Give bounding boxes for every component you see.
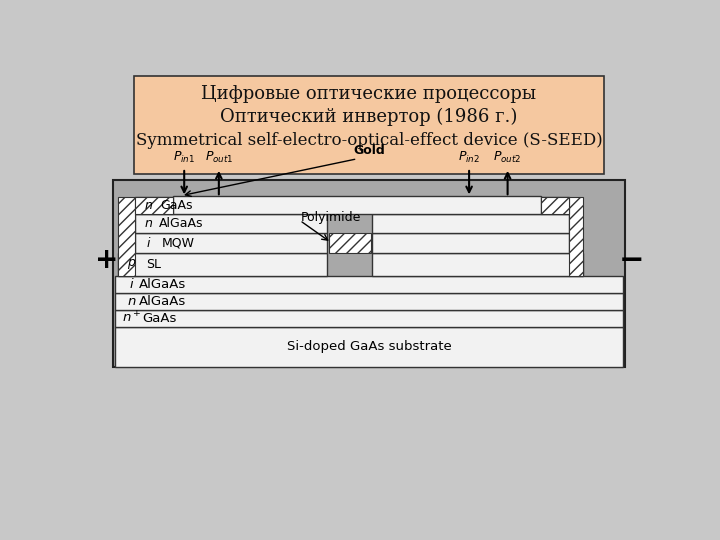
Bar — [115, 327, 623, 367]
Text: AlGaAs: AlGaAs — [139, 278, 186, 291]
Bar — [112, 180, 626, 367]
Text: $p$: $p$ — [127, 257, 137, 271]
Text: AlGaAs: AlGaAs — [159, 217, 203, 230]
Bar — [118, 253, 328, 276]
Text: Polyimide: Polyimide — [301, 211, 361, 224]
Bar — [372, 253, 583, 276]
Text: Оптический инвертор (1986 г.): Оптический инвертор (1986 г.) — [220, 108, 518, 126]
Text: $P_{in2}$: $P_{in2}$ — [458, 150, 480, 165]
Text: Si-doped GaAs substrate: Si-doped GaAs substrate — [287, 340, 451, 353]
Text: +: + — [95, 246, 118, 274]
Bar — [329, 233, 371, 253]
Text: $n$: $n$ — [144, 199, 153, 212]
Text: −: − — [618, 246, 644, 275]
Bar — [174, 195, 541, 214]
Bar — [135, 214, 328, 233]
Bar — [135, 233, 328, 253]
Text: Symmetrical self-electro-optical-effect device (S-SEED): Symmetrical self-electro-optical-effect … — [135, 132, 603, 148]
Text: $i$: $i$ — [146, 235, 151, 249]
Text: MQW: MQW — [161, 236, 194, 249]
Text: Цифровые оптические процессоры: Цифровые оптические процессоры — [202, 85, 536, 103]
Text: GaAs: GaAs — [143, 312, 176, 325]
Bar — [115, 276, 623, 293]
Text: $P_{in1}$: $P_{in1}$ — [173, 150, 195, 165]
Bar — [372, 214, 570, 233]
Bar — [115, 309, 623, 327]
Text: GaAs: GaAs — [161, 199, 193, 212]
Text: $P_{out1}$: $P_{out1}$ — [204, 150, 233, 165]
Bar — [135, 197, 174, 214]
Text: $n$: $n$ — [144, 217, 153, 230]
Bar — [541, 197, 570, 214]
Bar — [115, 293, 623, 309]
Text: AlGaAs: AlGaAs — [139, 295, 186, 308]
Text: Gold: Gold — [353, 144, 385, 157]
Bar — [570, 197, 583, 276]
Text: $n$: $n$ — [127, 295, 137, 308]
Text: $i$: $i$ — [129, 277, 135, 291]
Bar — [541, 197, 570, 214]
Bar — [372, 233, 570, 253]
Bar — [134, 76, 604, 174]
Bar — [118, 197, 135, 276]
Bar — [135, 197, 174, 214]
Text: $P_{out2}$: $P_{out2}$ — [493, 150, 522, 165]
Text: $n^+$: $n^+$ — [122, 310, 142, 326]
Text: SL: SL — [146, 258, 161, 271]
